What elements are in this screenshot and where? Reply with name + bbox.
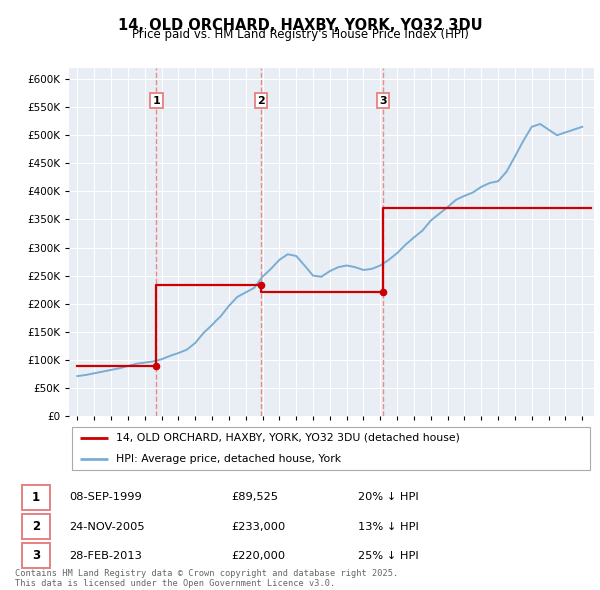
FancyBboxPatch shape: [22, 543, 50, 568]
Text: £233,000: £233,000: [231, 522, 285, 532]
Text: 2: 2: [32, 520, 40, 533]
Text: 3: 3: [32, 549, 40, 562]
Text: 13% ↓ HPI: 13% ↓ HPI: [358, 522, 418, 532]
Text: 2: 2: [257, 96, 265, 106]
FancyBboxPatch shape: [22, 514, 50, 539]
Text: 25% ↓ HPI: 25% ↓ HPI: [358, 551, 418, 560]
Text: 24-NOV-2005: 24-NOV-2005: [70, 522, 145, 532]
Text: 3: 3: [379, 96, 387, 106]
Text: 28-FEB-2013: 28-FEB-2013: [70, 551, 142, 560]
Text: £89,525: £89,525: [231, 493, 278, 502]
Text: Price paid vs. HM Land Registry's House Price Index (HPI): Price paid vs. HM Land Registry's House …: [131, 28, 469, 41]
Text: 20% ↓ HPI: 20% ↓ HPI: [358, 493, 418, 502]
FancyBboxPatch shape: [22, 485, 50, 510]
Text: Contains HM Land Registry data © Crown copyright and database right 2025.
This d: Contains HM Land Registry data © Crown c…: [15, 569, 398, 588]
FancyBboxPatch shape: [71, 427, 590, 470]
Text: 14, OLD ORCHARD, HAXBY, YORK, YO32 3DU: 14, OLD ORCHARD, HAXBY, YORK, YO32 3DU: [118, 18, 482, 32]
Text: 1: 1: [32, 491, 40, 504]
Text: 14, OLD ORCHARD, HAXBY, YORK, YO32 3DU (detached house): 14, OLD ORCHARD, HAXBY, YORK, YO32 3DU (…: [116, 432, 460, 442]
Text: 08-SEP-1999: 08-SEP-1999: [70, 493, 142, 502]
Text: £220,000: £220,000: [231, 551, 285, 560]
Text: 1: 1: [152, 96, 160, 106]
Text: HPI: Average price, detached house, York: HPI: Average price, detached house, York: [116, 454, 341, 464]
